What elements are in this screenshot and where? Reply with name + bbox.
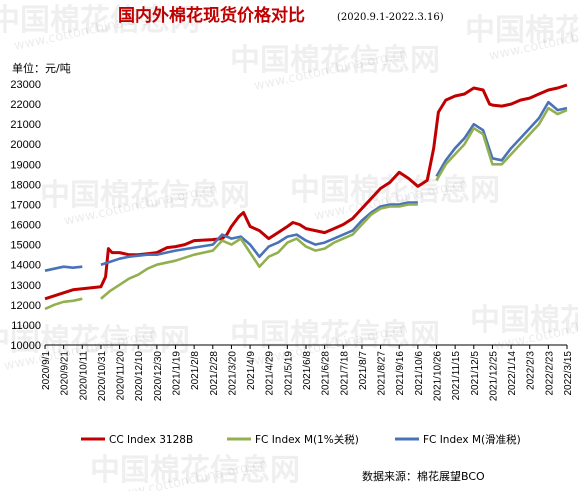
chart-title: 国内外棉花现货价格对比 (2020.9.1-2022.3.16) (118, 5, 444, 26)
x-tick-label: 2021/11/15 (451, 351, 462, 401)
x-tick-label: 2022/3/15 (563, 351, 574, 396)
y-tick-label: 17000 (10, 199, 41, 211)
x-tick-label: 2021/10/26 (433, 351, 444, 401)
watermark-text: 中国棉花信息网 (90, 453, 300, 488)
x-tick-label: 2021/8/27 (377, 351, 388, 396)
watermark-text: 中国棉花信息网 (230, 318, 440, 353)
y-tick-label: 12000 (10, 300, 41, 312)
y-axis-unit-label: 单位：元/吨 (12, 61, 71, 75)
watermark-text: 中国棉花信息网 (465, 13, 578, 48)
watermark-text: 中国棉花信息网 (40, 178, 250, 213)
y-axis: 10000 11000 12000 13000 14000 15000 16000 17000… (10, 79, 41, 352)
x-axis: 2020/9/1 2020/9/21 2020/10/11 2020/10/31 202… (41, 344, 574, 401)
watermark-text: 中国棉花信息网 (0, 3, 200, 38)
y-tick-label: 11000 (11, 320, 41, 332)
x-tick-label: 2021/12/5 (470, 351, 481, 396)
y-tick-label: 20000 (10, 139, 41, 151)
x-tick-label: 2021/2/28 (209, 351, 220, 396)
x-tick-label: 2021/4/29 (265, 351, 276, 396)
x-tick-label: 2021/12/25 (488, 351, 499, 401)
y-tick-label: 10000 (10, 340, 41, 352)
y-tick-label: 19000 (10, 159, 41, 171)
series-line-1 (44, 106, 568, 311)
legend: CC Index 3128B FC Index M(1%关税) FC Index… (81, 433, 521, 446)
x-tick-label: 2020/12/30 (153, 351, 164, 401)
watermark-text: 中国棉花信息网 (230, 43, 440, 78)
y-tick-label: 13000 (10, 280, 41, 292)
y-tick-label: 22000 (10, 99, 41, 111)
x-tick-label: 2020/10/31 (97, 351, 108, 401)
x-tick-label: 2021/9/16 (395, 351, 406, 396)
x-tick-label: 2021/3/20 (227, 351, 238, 396)
x-tick-label: 2020/10/11 (78, 351, 89, 401)
x-tick-label: 2020/11/20 (116, 351, 127, 401)
y-tick-label: 23000 (10, 79, 41, 91)
x-tick-label: 2022/2/23 (544, 351, 555, 396)
x-tick-label: 2021/6/28 (321, 351, 332, 396)
x-tick-label: 2022/1/14 (507, 351, 518, 396)
x-tick-label: 2021/4/9 (246, 351, 257, 390)
legend-label-cc-index: CC Index 3128B (109, 434, 193, 446)
y-tick-label: 16000 (10, 220, 41, 232)
y-tick-label: 14000 (10, 260, 41, 272)
legend-label-fc-index-sliding: FC Index M(滑准税) (423, 433, 521, 446)
chart-title-text: 国内外棉花现货价格对比 (118, 5, 305, 26)
x-tick-label: 2022/2/3 (526, 351, 537, 390)
x-tick-label: 2021/5/19 (283, 351, 294, 396)
legend-item-fc-index-sliding: FC Index M(滑准税) (395, 433, 521, 446)
x-tick-label: 2021/8/7 (358, 351, 369, 390)
legend-item-cc-index: CC Index 3128B (81, 434, 193, 446)
y-tick-label: 15000 (10, 240, 41, 252)
x-tick-label: 2020/12/10 (134, 351, 145, 401)
x-tick-label: 2021/10/6 (414, 351, 425, 396)
chart-subtitle-text: (2020.9.1-2022.3.16) (337, 12, 444, 23)
series-line-0 (44, 83, 568, 301)
watermark-text: 中国棉花信息网 (0, 323, 190, 358)
x-tick-label: 2021/2/8 (190, 351, 201, 390)
watermark-text: 中国棉花信息网 (470, 303, 578, 338)
series-line-2 (44, 100, 568, 272)
legend-label-fc-index-1pct: FC Index M(1%关税) (255, 433, 359, 446)
y-tick-label: 18000 (10, 179, 41, 191)
y-tick-label: 21000 (10, 119, 41, 131)
data-source-note: 数据来源：棉花展望BCO (362, 469, 485, 483)
x-tick-label: 2021/7/18 (339, 351, 350, 396)
x-tick-label: 2020/9/21 (60, 351, 71, 396)
x-tick-label: 2020/9/1 (41, 351, 52, 390)
x-tick-label: 2021/1/19 (172, 351, 183, 396)
legend-item-fc-index-1pct: FC Index M(1%关税) (227, 433, 359, 446)
x-tick-label: 2021/6/8 (302, 351, 313, 390)
plot-area (44, 83, 568, 311)
